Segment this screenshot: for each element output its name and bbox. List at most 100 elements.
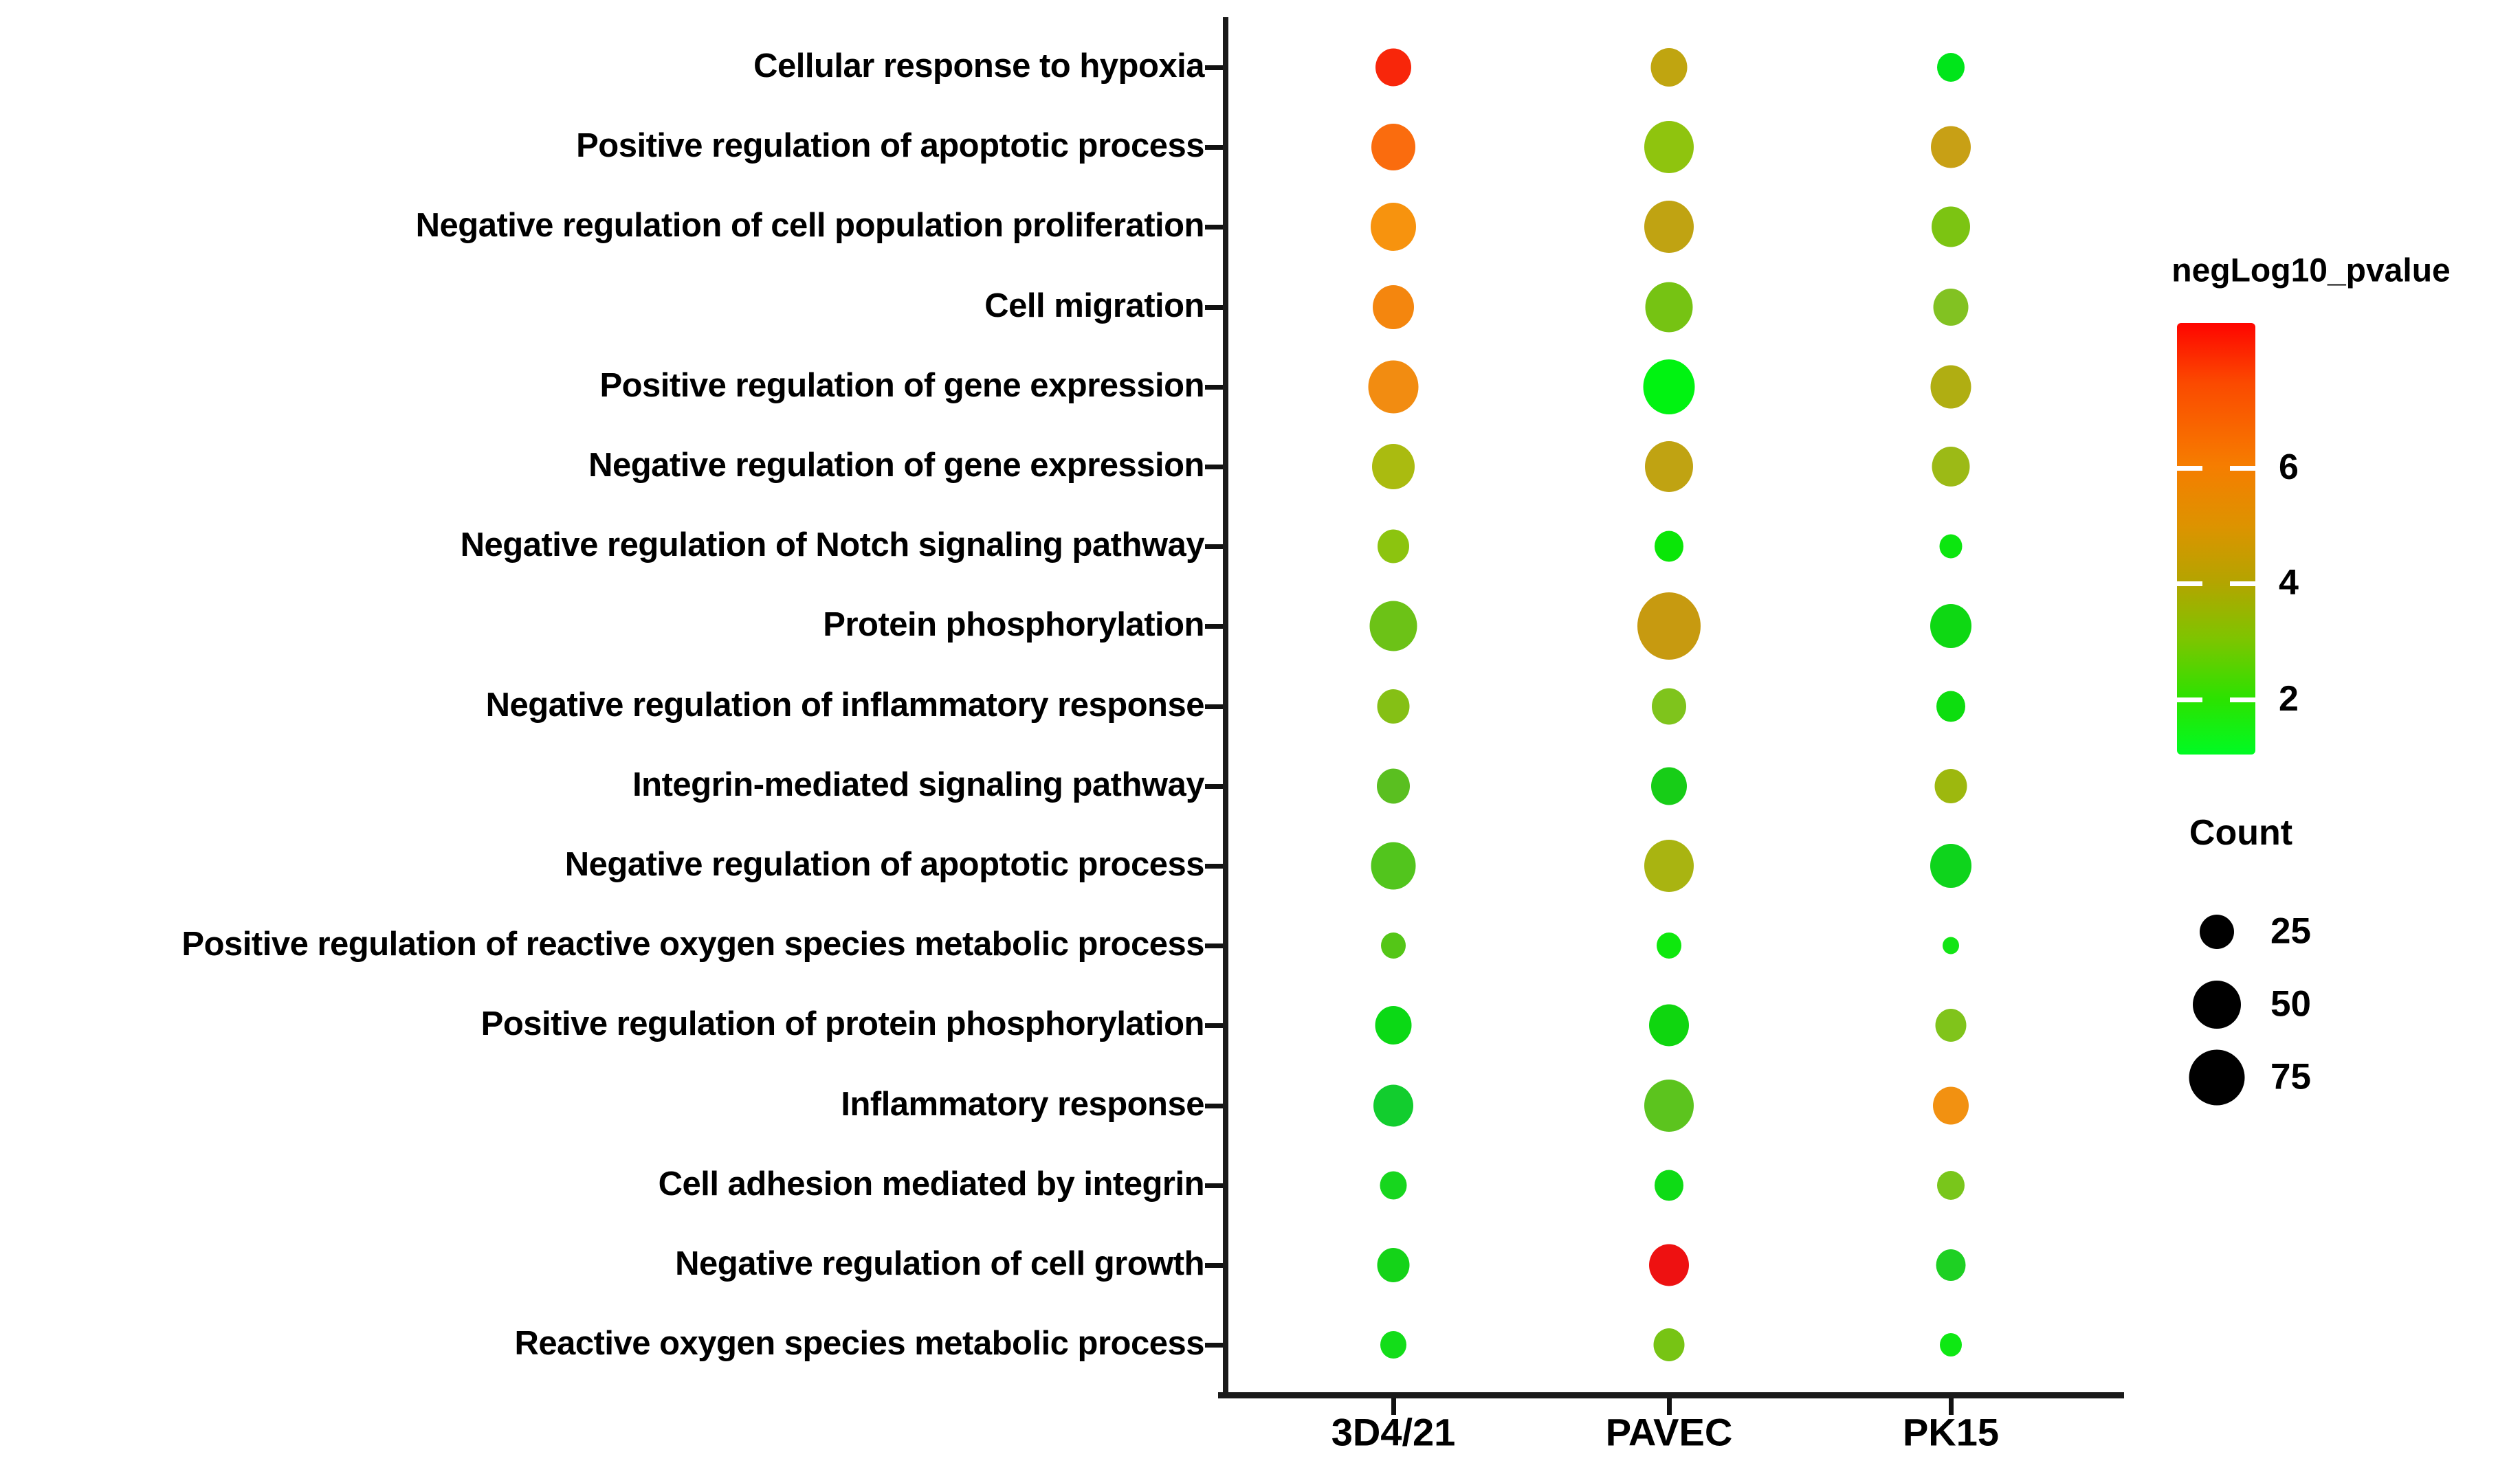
x-axis-line [1218,1392,2124,1398]
data-dot [1375,1006,1412,1045]
color-scale-tick [2177,465,2202,471]
y-category-label: Reactive oxygen species metabolic proces… [514,1324,1204,1362]
data-dot [1369,601,1417,651]
size-legend-dot [2189,1049,2245,1106]
data-dot [1650,48,1688,87]
data-dot [1940,1333,1962,1357]
y-category-label: Positive regulation of apoptotic process [576,126,1204,164]
data-dot [1933,1086,1969,1125]
color-scale-tick-label: 2 [2279,678,2299,719]
data-dot [1373,1084,1413,1127]
x-category-label: PAVEC [1605,1410,1733,1454]
y-axis-tick [1205,704,1223,709]
data-dot [1930,844,1971,888]
size-legend-value: 50 [2270,983,2311,1025]
data-dot [1939,534,1963,559]
color-scale-tick [2177,581,2202,587]
data-dot [1371,203,1416,252]
y-axis-tick [1205,225,1223,230]
y-category-label: Protein phosphorylation [823,606,1204,644]
data-dot [1935,1009,1967,1042]
data-dot [1655,531,1683,562]
data-dot [1378,529,1409,563]
y-axis-tick [1205,624,1223,629]
data-dot [1637,592,1701,660]
y-category-label: Cell adhesion mediated by integrin [658,1165,1205,1203]
color-scale-tick-label: 6 [2279,447,2299,487]
data-dot [1943,937,1959,954]
x-category-label: 3D4/21 [1331,1410,1456,1454]
data-dot [1936,1249,1966,1281]
y-category-label: Integrin-mediated signaling pathway [632,766,1204,803]
data-dot [1645,282,1693,333]
data-dot [1657,932,1681,959]
y-axis-tick [1205,943,1223,949]
data-dot [1932,447,1970,487]
y-axis-tick [1205,1263,1223,1268]
color-scale-tick [2230,581,2255,587]
data-dot [1380,1331,1406,1359]
color-scale-tick [2177,697,2202,702]
y-axis-tick [1205,384,1223,390]
y-category-label: Positive regulation of protein phosphory… [480,1005,1205,1043]
data-dot [1381,932,1406,959]
x-axis-tick [1667,1398,1672,1415]
y-axis-tick [1205,465,1223,469]
y-category-label: Negative regulation of cell growth [675,1244,1204,1282]
y-axis-tick [1205,304,1223,310]
data-dot [1934,768,1967,803]
data-dot [1373,284,1414,329]
data-dot [1371,124,1415,171]
size-legend-value: 75 [2270,1056,2311,1097]
color-scale-tick-label: 4 [2279,563,2299,603]
y-axis-tick [1205,1183,1223,1188]
data-dot [1380,1171,1407,1200]
data-dot [1936,691,1965,722]
size-legend-value: 25 [2270,911,2311,952]
size-legend-dot [2193,981,2241,1029]
x-axis-tick [1949,1398,1954,1415]
data-dot [1644,840,1694,892]
color-scale-tick [2230,697,2255,702]
y-category-label: Positive regulation of reactive oxygen s… [181,925,1204,963]
y-category-label: Cell migration [984,287,1204,324]
data-dot [1377,1248,1410,1282]
x-category-label: PK15 [1902,1410,2000,1454]
data-dot [1368,360,1419,414]
data-dot [1371,842,1416,890]
y-category-label: Negative regulation of apoptotic process [564,845,1205,883]
color-scale-tick [2230,465,2255,471]
data-dot [1651,767,1687,805]
size-legend-dot [2200,915,2234,949]
data-dot [1649,1004,1689,1047]
y-category-label: Cellular response to hypoxia [753,47,1204,85]
color-legend-gradient-bar [2177,323,2255,755]
y-category-label: Positive regulation of gene expression [599,366,1204,404]
y-category-label: Negative regulation of cell population p… [415,207,1205,245]
data-dot [1937,53,1965,82]
data-dot [1653,1328,1685,1362]
y-category-label: Negative regulation of gene expression [588,446,1204,484]
data-dot [1649,1244,1689,1286]
y-category-label: Negative regulation of Notch signaling p… [460,526,1205,563]
y-axis-line [1223,17,1228,1398]
y-axis-tick [1205,145,1223,150]
data-dot [1643,359,1695,414]
data-dot [1652,688,1686,725]
data-dot [1932,206,1970,247]
y-category-label: Inflammatory response [841,1085,1204,1123]
y-axis-tick [1205,1343,1223,1348]
data-dot [1644,201,1694,254]
data-dot [1645,441,1693,492]
data-dot [1933,288,1969,326]
data-dot [1655,1170,1683,1201]
data-dot [1930,604,1971,649]
y-category-label: Negative regulation of inflammatory resp… [485,686,1205,724]
data-dot [1377,768,1410,804]
x-axis-tick [1391,1398,1396,1415]
data-dot [1930,365,1971,409]
y-axis-tick [1205,1103,1223,1108]
color-legend-title: negLog10_pvalue [2171,252,2451,289]
data-dot [1372,444,1415,489]
